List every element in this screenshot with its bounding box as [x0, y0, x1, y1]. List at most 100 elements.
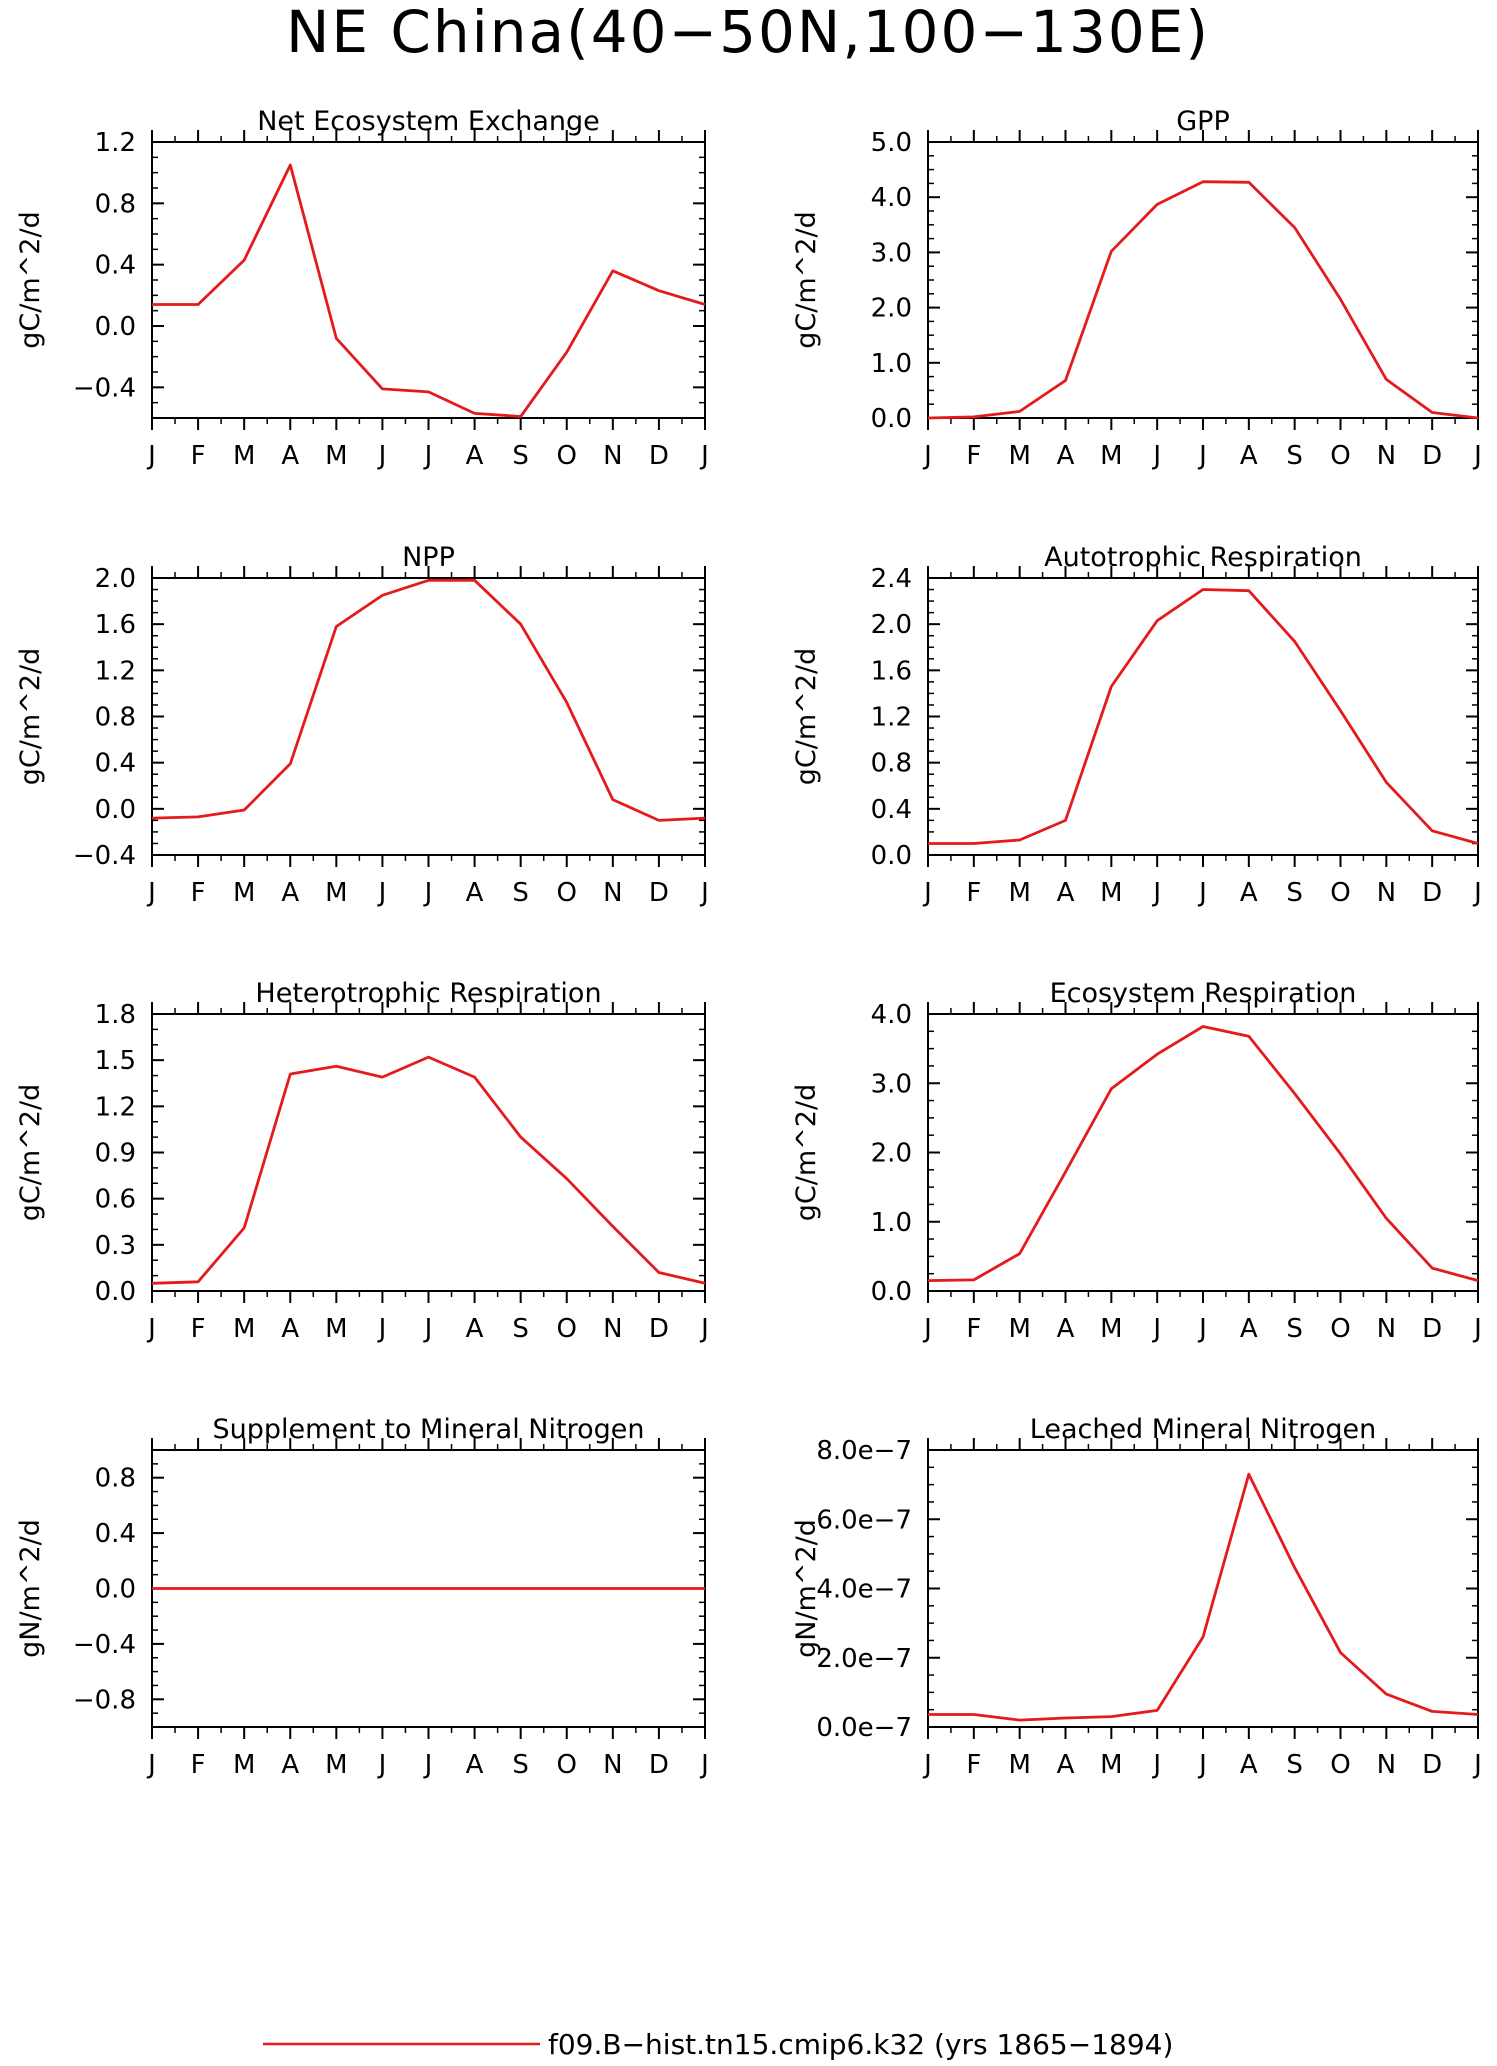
- x-tick-label: J: [699, 1750, 709, 1780]
- x-tick-label: A: [1057, 1750, 1075, 1780]
- x-tick-label: F: [966, 1314, 981, 1344]
- x-tick-label: A: [1057, 441, 1075, 471]
- y-tick-label: 1.2: [95, 128, 136, 158]
- y-tick-label: 0.0: [95, 1575, 136, 1605]
- x-tick-label: J: [146, 1314, 156, 1344]
- x-tick-label: M: [1008, 441, 1030, 471]
- plot-frame: [151, 577, 706, 856]
- x-tick-label: A: [281, 1314, 299, 1344]
- x-tick-label: F: [191, 1314, 206, 1344]
- x-tick-label: O: [557, 441, 577, 471]
- x-tick-label: J: [146, 1750, 156, 1780]
- x-tick-label: J: [922, 1750, 932, 1780]
- series-line: [151, 578, 706, 822]
- x-tick-label: S: [1286, 878, 1303, 908]
- x-tick-label: J: [377, 1314, 387, 1344]
- y-tick-label: 4.0: [871, 1000, 912, 1030]
- x-tick-label: J: [1472, 441, 1482, 471]
- x-tick-label: A: [466, 1750, 484, 1780]
- x-tick-label: S: [512, 878, 529, 908]
- y-tick-label: 6.0e−7: [816, 1505, 912, 1535]
- x-tick-label: F: [191, 878, 206, 908]
- x-tick-label: O: [1330, 1750, 1350, 1780]
- x-tick-label: M: [325, 1314, 347, 1344]
- x-tick-label: A: [466, 1314, 484, 1344]
- x-tick-label: A: [466, 441, 484, 471]
- x-tick-label: D: [649, 441, 669, 471]
- series-line: [928, 1472, 1479, 1722]
- series-line: [927, 180, 1479, 420]
- x-tick-label: A: [1240, 1314, 1258, 1344]
- x-tick-label: J: [1197, 878, 1207, 908]
- y-tick-label: 2.0: [95, 564, 136, 594]
- y-tick-label: 0.0: [871, 404, 912, 434]
- x-tick-label: A: [1240, 878, 1258, 908]
- x-tick-label: S: [1286, 1750, 1303, 1780]
- y-tick-label: 5.0: [871, 128, 912, 158]
- x-tick-label: D: [1422, 441, 1442, 471]
- plot-frame: [927, 577, 1479, 856]
- y-tick-label: 3.0: [871, 238, 912, 268]
- x-tick-label: A: [281, 878, 299, 908]
- x-tick-label: A: [1240, 441, 1258, 471]
- y-tick-label: 4.0: [871, 183, 912, 213]
- x-tick-label: O: [1330, 1314, 1350, 1344]
- x-tick-label: S: [512, 1314, 529, 1344]
- y-tick-label: 0.0: [95, 795, 136, 825]
- x-tick-label: A: [1240, 1750, 1258, 1780]
- y-tick-label: 0.4: [871, 795, 912, 825]
- x-tick-label: J: [922, 878, 932, 908]
- main-title: NE China(40−50N,100−130E): [286, 0, 1210, 66]
- y-tick-label: 1.0: [871, 1208, 912, 1238]
- y-tick-label: −0.4: [73, 1630, 136, 1660]
- x-tick-label: O: [1330, 441, 1350, 471]
- x-tick-label: D: [1422, 1314, 1442, 1344]
- x-tick-label: N: [1377, 1750, 1396, 1780]
- x-tick-label: N: [1377, 441, 1396, 471]
- y-tick-label: 0.6: [95, 1185, 136, 1215]
- x-tick-label: M: [1008, 1750, 1030, 1780]
- x-tick-label: A: [1057, 878, 1075, 908]
- x-tick-label: S: [512, 441, 529, 471]
- x-tick-label: J: [1151, 441, 1161, 471]
- legend-label: f09.B−hist.tn15.cmip6.k32 (yrs 1865−1894…: [548, 2028, 1173, 2061]
- y-tick-label: −0.8: [73, 1685, 136, 1715]
- y-tick-label: 1.5: [95, 1046, 136, 1076]
- x-tick-label: O: [557, 1314, 577, 1344]
- y-axis-label: gC/m^2/d: [791, 1084, 822, 1221]
- y-tick-label: −0.4: [73, 373, 136, 403]
- y-tick-label: 0.3: [95, 1231, 136, 1261]
- y-tick-label: 0.0: [871, 1277, 912, 1307]
- x-tick-label: J: [922, 441, 932, 471]
- x-tick-label: N: [603, 441, 622, 471]
- y-tick-label: 0.0: [871, 841, 912, 871]
- x-tick-label: J: [699, 1314, 709, 1344]
- x-tick-label: F: [966, 441, 981, 471]
- x-tick-label: M: [1008, 1314, 1030, 1344]
- x-tick-label: A: [466, 878, 484, 908]
- x-tick-label: F: [966, 878, 981, 908]
- x-tick-label: J: [1151, 1314, 1161, 1344]
- x-tick-label: J: [377, 441, 387, 471]
- x-tick-label: M: [325, 441, 347, 471]
- y-tick-label: 0.9: [95, 1139, 136, 1169]
- x-tick-label: J: [1197, 441, 1207, 471]
- y-axis-label: gC/m^2/d: [15, 648, 46, 785]
- y-tick-label: 0.8: [871, 749, 912, 779]
- x-tick-label: J: [1472, 1314, 1482, 1344]
- x-tick-label: D: [649, 1750, 669, 1780]
- x-tick-label: M: [1008, 878, 1030, 908]
- x-tick-label: M: [233, 878, 255, 908]
- x-tick-label: N: [1377, 878, 1396, 908]
- x-tick-label: J: [1197, 1750, 1207, 1780]
- x-tick-label: S: [1286, 1314, 1303, 1344]
- y-tick-label: 2.0: [871, 294, 912, 324]
- x-tick-label: S: [512, 1750, 529, 1780]
- y-tick-label: 1.8: [95, 1000, 136, 1030]
- plot-frame: [927, 141, 1479, 419]
- y-tick-label: 1.6: [95, 610, 136, 640]
- x-tick-label: D: [649, 1314, 669, 1344]
